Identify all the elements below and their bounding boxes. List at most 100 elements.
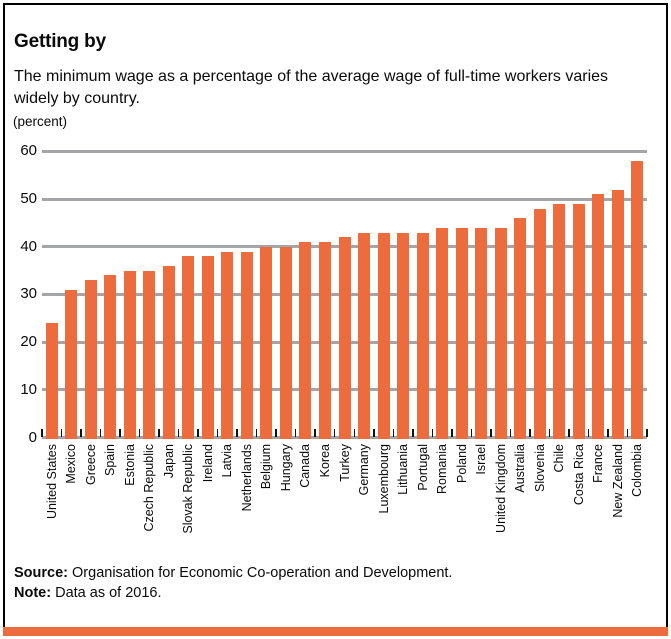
bar-mexico [65,289,78,440]
x-axis-label-belgium: Belgium [259,444,274,490]
x-axis-label-turkey: Turkey [337,444,352,482]
x-axis-tick [509,429,512,437]
x-axis-tick [275,429,277,437]
bar-slovenia [533,208,546,440]
bar-luxembourg [377,232,390,440]
x-axis-tick [373,429,375,437]
bar-new-zealand [611,189,624,440]
x-axis-label-france: France [591,444,606,483]
x-axis-tick [548,429,551,437]
x-axis-tick [431,429,434,437]
x-axis-tick [255,429,258,437]
bar-portugal [416,232,429,440]
x-axis-label-greece: Greece [83,444,98,485]
x-axis-label-germany: Germany [357,444,372,496]
bar-romania [436,227,449,440]
x-axis-tick [333,429,336,437]
x-axis-label-lithuania: Lithuania [396,444,411,495]
x-axis-label-czech-republic: Czech Republic [142,444,157,532]
source-label: Source: [14,565,68,581]
x-axis-label-israel: Israel [474,444,489,475]
x-axis-label-united-states: United States [44,444,59,520]
x-axis-tick [529,429,531,437]
bar-slovak-republic [182,256,195,440]
source-line: Source: Organisation for Economic Co-ope… [14,563,452,583]
x-axis-label-luxembourg: Luxembourg [376,444,391,514]
x-axis-tick [412,429,414,437]
y-axis-label-10: 10 [20,380,37,398]
bar-lithuania [397,232,410,440]
x-axis-tick [490,429,492,437]
x-axis-label-korea: Korea [317,444,332,478]
bar-united-kingdom [494,227,507,440]
y-axis-label-0: 0 [28,428,37,446]
bar-costa-rica [572,203,585,440]
bar-ireland [201,256,214,440]
bar-united-states [45,323,58,440]
x-axis-label-slovak-republic: Slovak Republic [181,444,196,534]
x-axis-tick [470,429,473,437]
y-axis-label-20: 20 [20,333,37,351]
bar-israel [475,227,488,440]
bar-turkey [338,237,351,440]
x-axis-label-japan: Japan [161,444,176,479]
note-line: Note: Data as of 2016. [14,583,162,603]
x-axis-tick [314,429,316,437]
x-axis-tick [80,429,82,437]
x-axis-label-new-zealand: New Zealand [610,444,625,518]
bar-greece [84,280,97,440]
bar-estonia [123,270,136,440]
x-axis-tick [294,429,297,437]
bar-japan [162,265,175,440]
bar-poland [455,227,468,440]
x-axis-label-poland: Poland [454,444,469,483]
y-axis-label-40: 40 [20,237,37,255]
y-axis-label-50: 50 [20,190,37,208]
x-axis-label-costa-rica: Costa Rica [571,444,586,506]
x-axis-tick [646,429,648,437]
x-axis-tick [451,429,453,437]
x-axis-label-united-kingdom: United Kingdom [493,444,508,533]
x-axis-tick [216,429,219,437]
x-axis-tick [177,429,180,437]
y-axis-label-60: 60 [20,142,37,160]
x-axis-tick [236,429,238,437]
x-axis-tick [138,429,141,437]
note-label: Note: [14,585,52,601]
bar-colombia [631,161,644,440]
bar-korea [318,242,331,440]
bar-chile [553,203,566,440]
chart-title: Getting by [14,30,106,52]
x-axis-label-mexico: Mexico [64,444,79,484]
bar-hungary [279,246,292,440]
x-axis-label-romania: Romania [435,444,450,495]
x-axis-label-portugal: Portugal [415,444,430,491]
x-axis-label-ireland: Ireland [200,444,215,483]
x-axis-label-netherlands: Netherlands [239,444,254,512]
x-axis-tick [158,429,160,437]
bar-belgium [260,246,273,440]
x-axis-tick [99,429,102,437]
bar-canada [299,242,312,440]
note-text: Data as of 2016. [55,585,162,601]
bar-latvia [221,251,234,440]
x-axis-tick [41,429,43,437]
chart-subtitle: The minimum wage as a percentage of the … [14,68,609,107]
y-axis-label-30: 30 [20,285,37,303]
x-axis-label-hungary: Hungary [278,444,293,492]
bar-spain [104,275,117,440]
source-text: Organisation for Economic Co-operation a… [72,565,453,581]
bar-netherlands [240,251,253,440]
accent-stripe [3,627,668,636]
gridline-60 [42,149,647,153]
bar-czech-republic [143,270,156,440]
x-axis-tick [626,429,629,437]
x-axis-label-spain: Spain [103,444,118,476]
bar-germany [358,232,371,440]
x-axis-label-chile: Chile [552,444,567,473]
x-axis-tick [392,429,395,437]
x-axis-tick [607,429,609,437]
x-axis-label-australia: Australia [513,444,528,493]
gridline-50 [42,197,647,201]
